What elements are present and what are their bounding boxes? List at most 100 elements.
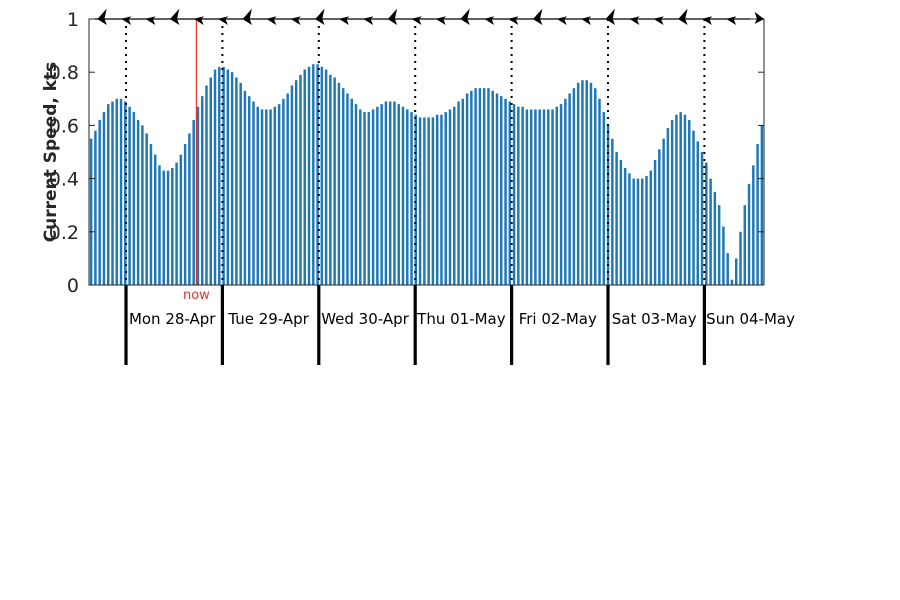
- speed-bar: [128, 106, 131, 285]
- speed-bar: [632, 178, 635, 285]
- speed-bar: [235, 77, 238, 286]
- day-label: Sun 04-May: [706, 310, 795, 328]
- speed-bar: [581, 80, 584, 286]
- speed-bar: [594, 88, 597, 285]
- speed-bar: [619, 159, 623, 285]
- speed-bar: [350, 98, 353, 285]
- speed-bar: [307, 66, 311, 285]
- speed-bar: [461, 98, 465, 285]
- day-axis: Mon 28-Apr Tue 29-Apr Wed 30-Apr Thu 01-May…: [129, 310, 795, 328]
- speed-bar: [615, 152, 618, 285]
- speed-bar: [598, 98, 601, 285]
- speed-bar: [512, 104, 516, 286]
- day-label: Tue 29-Apr: [227, 310, 309, 328]
- speed-bar: [145, 133, 148, 285]
- direction-arrow-icon: [411, 16, 422, 25]
- speed-bar: [320, 66, 324, 285]
- speed-bar: [666, 128, 670, 285]
- speed-bar: [192, 120, 195, 285]
- speed-bar: [692, 130, 695, 285]
- speed-bar: [675, 114, 678, 285]
- speed-bar: [397, 104, 400, 286]
- now-marker-group: now: [183, 19, 210, 303]
- speed-bar: [243, 90, 247, 285]
- speed-bar: [739, 231, 742, 285]
- speed-bar: [158, 165, 161, 285]
- speed-bar: [722, 226, 725, 285]
- speed-bar: [700, 152, 704, 285]
- direction-arrow-icon: [701, 16, 713, 25]
- speed-bar: [508, 101, 512, 286]
- speed-bar: [542, 109, 546, 285]
- speed-bar: [316, 64, 319, 285]
- speed-bar: [119, 98, 123, 285]
- direction-arrow-icon: [97, 8, 107, 25]
- direction-arrow-icon: [653, 16, 664, 25]
- direction-arrow-icon: [532, 8, 543, 25]
- speed-bar: [196, 106, 200, 285]
- speed-bar: [179, 154, 183, 285]
- speed-bar: [517, 106, 520, 285]
- speed-bar: [247, 96, 251, 285]
- y-tick-label: 1: [67, 9, 79, 31]
- y-tick-label: 0.6: [49, 115, 79, 137]
- speed-bar: [337, 82, 341, 285]
- speed-bar: [747, 183, 751, 285]
- speed-bar: [555, 106, 559, 285]
- direction-arrow-icon: [629, 16, 640, 25]
- y-tick-label: 0.8: [49, 62, 79, 84]
- speed-bar: [277, 104, 281, 286]
- speed-bar: [559, 104, 563, 286]
- speed-bar: [478, 88, 482, 285]
- speed-bar: [440, 114, 443, 285]
- speed-bar: [431, 117, 435, 285]
- direction-arrow-icon: [387, 8, 398, 25]
- speed-bar: [649, 170, 653, 285]
- speed-bar: [299, 74, 302, 285]
- speed-bar: [500, 96, 503, 285]
- speed-bar: [89, 138, 93, 285]
- speed-bar: [448, 109, 452, 285]
- speed-bar: [683, 114, 687, 285]
- direction-arrow-icon: [460, 8, 470, 25]
- speed-bar: [444, 112, 447, 285]
- speed-bar: [487, 88, 490, 285]
- speed-bar: [709, 178, 712, 285]
- speed-bar: [303, 69, 306, 285]
- speed-bar: [346, 93, 349, 285]
- speed-bar: [713, 191, 717, 285]
- speed-bar: [175, 162, 178, 285]
- direction-arrow-icon: [242, 8, 253, 25]
- speed-bar: [470, 90, 473, 285]
- speed-bar: [290, 85, 294, 285]
- speed-bar: [393, 101, 396, 286]
- speed-bar: [363, 112, 366, 285]
- speed-bar: [218, 66, 221, 285]
- now-marker-label: now: [183, 288, 210, 303]
- direction-arrow-icon: [605, 8, 616, 25]
- y-axis: 0 0.2 0.4 0.6 0.8 1: [49, 9, 764, 297]
- speed-bar: [504, 98, 507, 285]
- speed-bar: [111, 101, 114, 286]
- speed-bar: [457, 101, 460, 286]
- direction-arrow-icon: [145, 16, 156, 25]
- speed-bar: [427, 117, 430, 285]
- speed-bar: [260, 109, 264, 285]
- speed-bar: [401, 106, 405, 285]
- direction-arrow-icon: [726, 16, 737, 25]
- day-divider-lines: [124, 19, 707, 365]
- speed-bar: [564, 98, 567, 285]
- speed-bar: [611, 138, 614, 285]
- direction-arrow-icon: [508, 16, 519, 25]
- speed-bar: [341, 88, 345, 285]
- y-tick-label: 0.2: [49, 222, 79, 244]
- speed-bar: [376, 106, 379, 285]
- speed-bar: [380, 104, 383, 286]
- speed-bar: [414, 114, 418, 285]
- speed-bar: [294, 80, 298, 286]
- speed-bar: [465, 93, 469, 285]
- speed-bar: [760, 125, 764, 286]
- speed-bar: [282, 98, 285, 285]
- speed-bar: [743, 205, 747, 285]
